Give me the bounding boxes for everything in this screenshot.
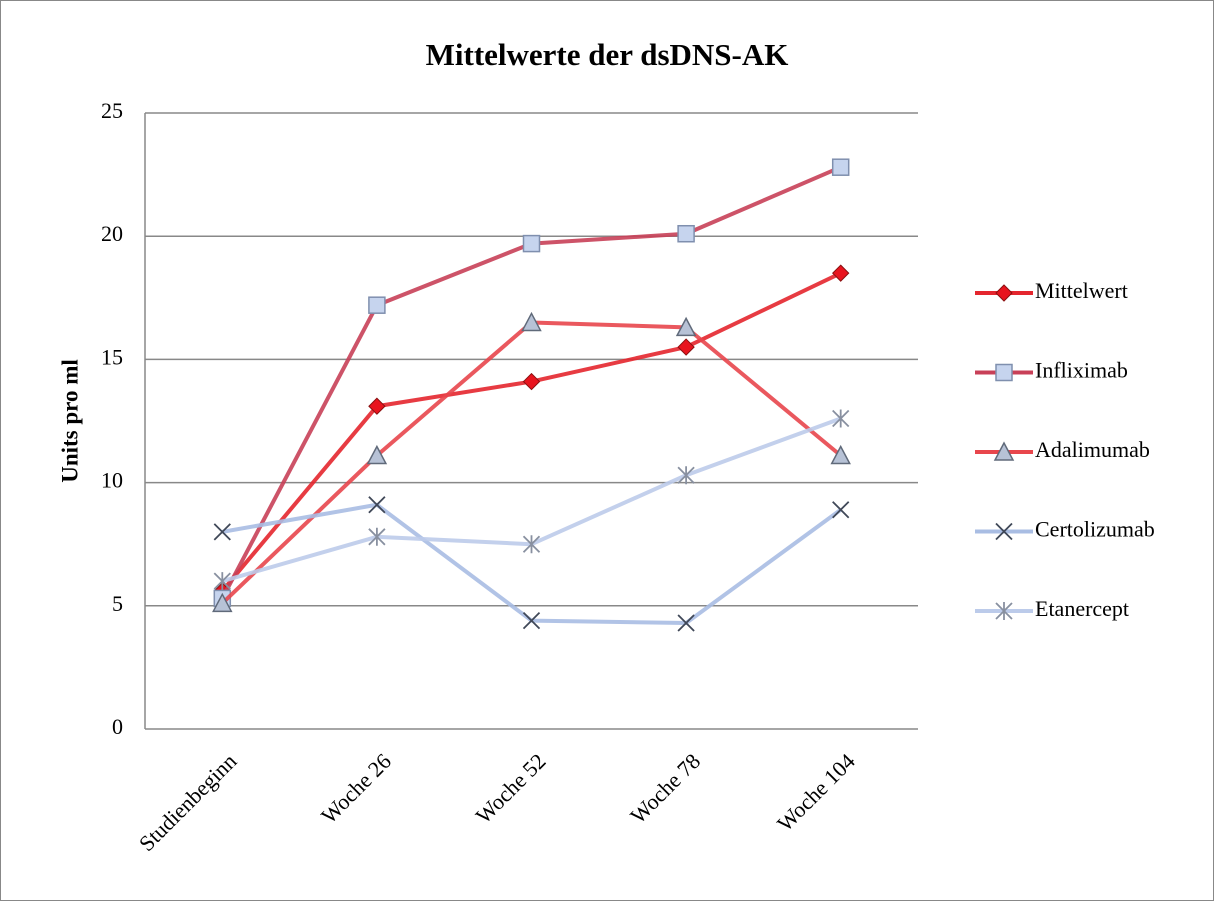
marker [212,592,233,613]
marker [522,234,541,253]
marker [368,397,386,415]
y-tick-label: 0 [112,714,123,739]
marker [677,466,695,485]
y-tick-label: 25 [101,98,123,123]
marker [213,523,231,541]
marker [213,572,231,591]
y-tick-label: 20 [101,221,123,246]
marker [677,614,695,632]
legend-marker [993,441,1015,461]
legend-marker [995,284,1013,302]
marker [368,496,386,514]
marker [677,338,695,356]
y-tick-label: 5 [112,591,123,616]
marker [832,501,850,519]
legend-marker [995,363,1013,382]
legend-label: Infliximab [1035,358,1128,383]
y-tick-label: 15 [101,344,123,369]
legend-label: Etanercept [1035,596,1129,621]
legend-marker [995,602,1013,620]
marker [675,316,697,337]
marker [368,296,386,314]
chart-title: Mittelwerte der dsDNS-AK [426,37,789,72]
y-axis-label: Units pro ml [57,359,82,483]
marker [831,264,850,282]
marker [368,527,386,546]
marker [832,409,850,428]
y-tick-label: 10 [101,468,123,493]
marker [831,158,850,176]
legend-marker [995,522,1013,541]
marker [366,444,388,465]
marker [522,611,541,630]
marker [521,311,542,332]
legend-label: Mittelwert [1035,278,1128,303]
marker [830,444,851,465]
marker [522,372,541,391]
marker [677,224,695,243]
marker [522,535,541,554]
legend-label: Adalimumab [1035,437,1150,462]
legend-label: Certolizumab [1035,517,1155,542]
